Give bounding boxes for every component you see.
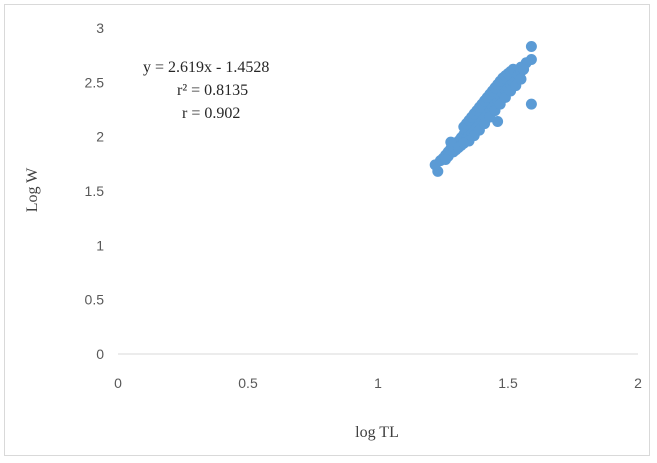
data-points [429,41,537,177]
data-point [525,98,537,110]
r-label: r = 0.902 [182,105,240,122]
x-tick-labels: 0 0.5 1 1.5 2 [114,375,642,391]
data-point [518,63,530,75]
y-tick-labels: 0 0.5 1 1.5 2 2.5 3 [85,20,105,362]
y-tick-label: 1 [96,237,104,253]
data-point [515,73,527,85]
scatter-chart: 0 0.5 1 1.5 2 2.5 3 0 0.5 1 1.5 2 y = 2.619x - 1.4… [24,20,642,441]
x-tick-label: 1.5 [498,375,518,391]
x-tick-label: 2 [634,375,642,391]
x-tick-label: 0 [114,375,122,391]
x-axis-title: log TL [355,424,399,441]
data-point [525,54,537,65]
chart-frame: 0 0.5 1 1.5 2 2.5 3 0 0.5 1 1.5 2 y = 2.619x - 1.4… [4,4,650,456]
y-tick-label: 3 [96,20,104,36]
y-tick-label: 0.5 [85,292,105,308]
data-point [445,136,457,148]
x-tick-label: 0.5 [238,375,258,391]
y-tick-label: 2 [96,129,104,145]
regression-equation: y = 2.619x - 1.4528 [143,59,269,76]
y-tick-label: 2.5 [85,74,105,90]
data-point [525,41,537,52]
y-tick-label: 1.5 [85,183,105,199]
data-point [440,154,452,165]
x-tick-label: 1 [374,375,382,391]
r-squared-label: r² = 0.8135 [177,82,248,99]
y-tick-label: 0 [96,346,104,362]
data-point [458,137,470,149]
y-axis-title: Log W [24,167,41,212]
